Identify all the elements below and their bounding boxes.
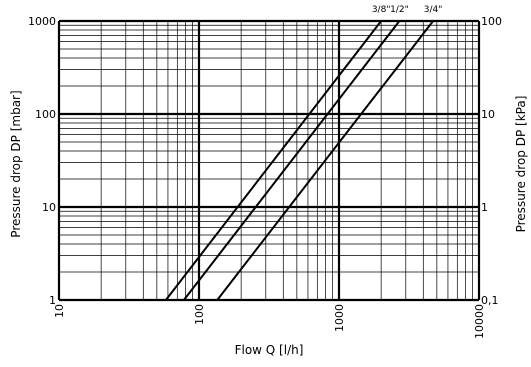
y-tick-label-left: 1000 [28,15,56,28]
grid-major [57,19,481,302]
series-line [183,20,401,301]
y-tick-label-right: 1 [481,201,488,214]
y-tick-label-right: 0,1 [481,294,499,307]
series-line [216,20,434,301]
series-label: 3/8" [372,5,391,15]
y-tick-label-left: 1 [49,294,56,307]
series-labels: 3/8" 1/2" 3/4" [372,5,443,15]
series-lines [165,20,434,301]
x-tick-label: 1000 [333,304,346,332]
x-axis-label: Flow Q [l/h] [235,343,304,357]
y-tick-label-right: 100 [481,15,502,28]
x-tick-label: 100 [193,304,206,325]
x-tick-label: 10 [53,304,66,318]
x-tick-label: 10000 [473,304,486,339]
y-tick-label-right: 10 [481,108,495,121]
y-tick-label-left: 100 [35,108,56,121]
y-axis-label-left: Pressure drop DP [mbar] [9,90,23,237]
series-label: 3/4" [424,5,443,15]
y-axis-label-right: Pressure drop DP [kPa] [514,96,528,233]
series-label: 1/2" [390,5,409,15]
series-line [165,20,382,301]
grid-minor [59,21,479,300]
y-tick-label-left: 10 [42,201,56,214]
